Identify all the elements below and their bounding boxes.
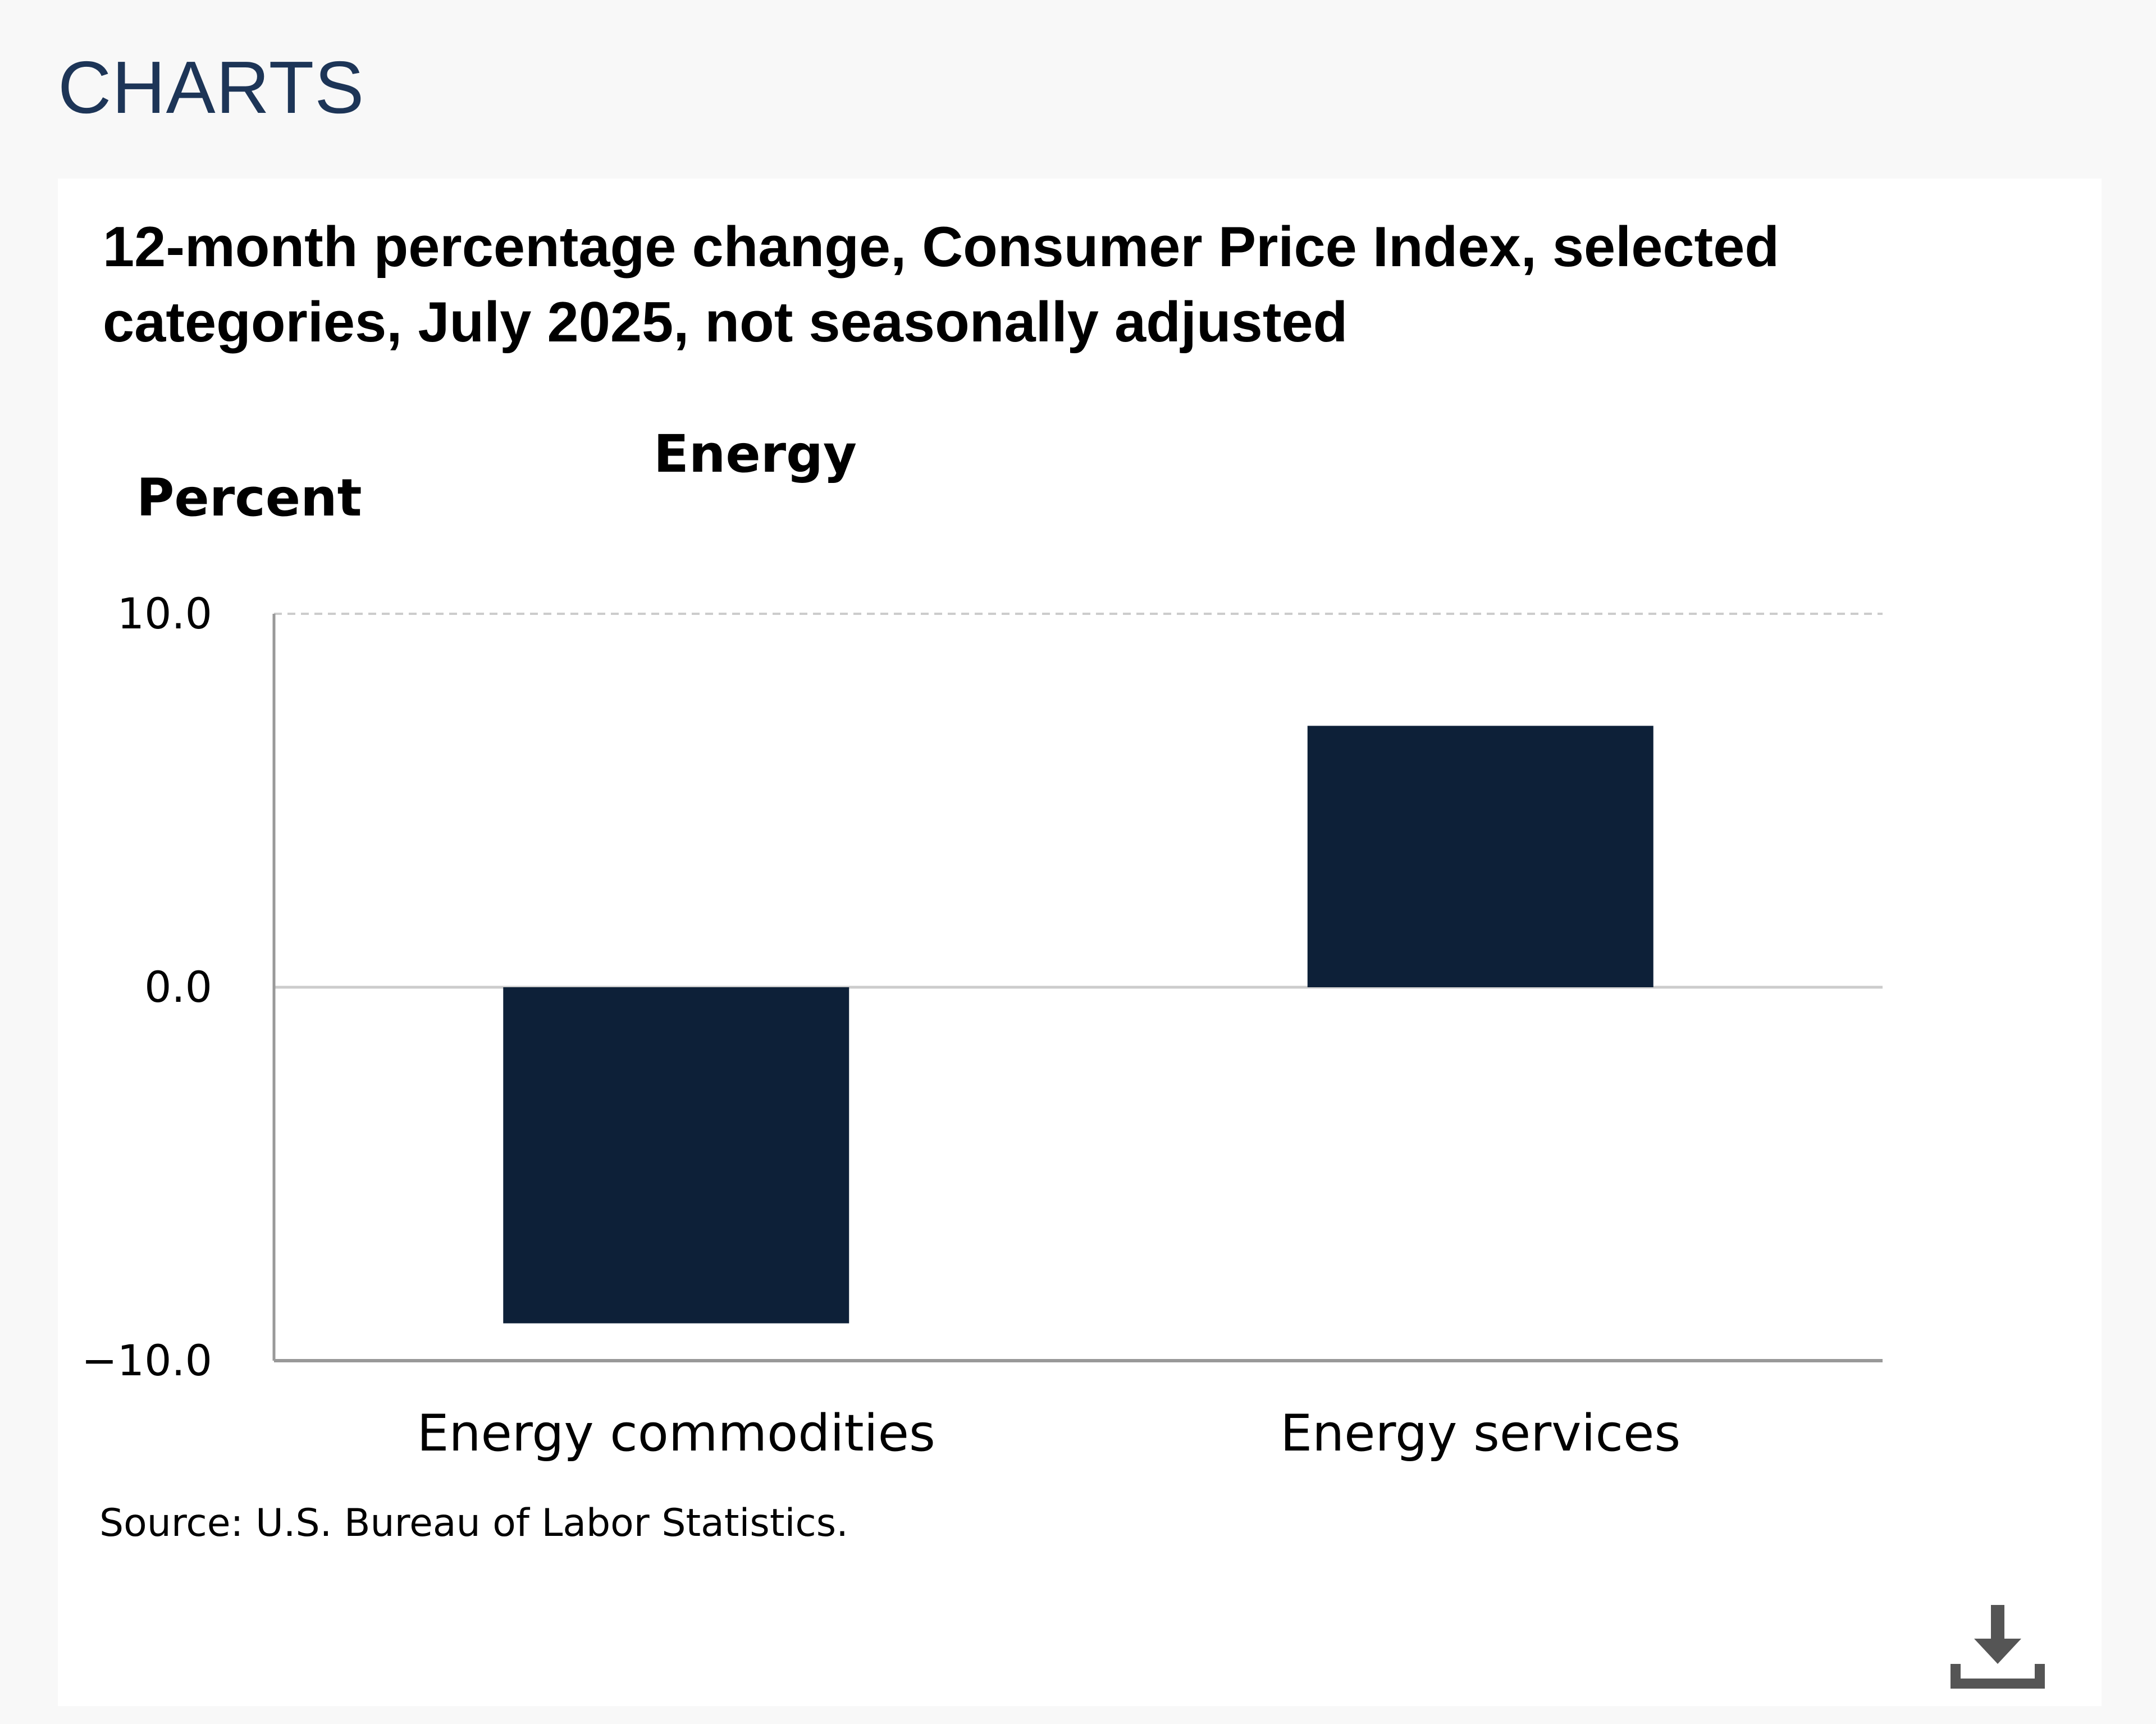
x-tick-label: Energy commodities — [417, 1404, 935, 1463]
y-axis-label: Percent — [136, 468, 362, 528]
bar-energy-services — [1307, 726, 1653, 987]
download-button[interactable] — [1947, 1594, 2048, 1695]
chart-subtitle: Energy — [654, 424, 857, 484]
download-icon — [1951, 1605, 2045, 1689]
bar-energy-commodities — [503, 987, 849, 1324]
section-title: CHARTS — [58, 46, 365, 129]
y-tick-label: 0.0 — [144, 962, 212, 1012]
y-tick-label: 10.0 — [117, 589, 212, 638]
chart-title: 12-month percentage change, Consumer Pri… — [103, 216, 1780, 354]
y-tick-label: −10.0 — [81, 1335, 212, 1385]
source-note: Source: U.S. Bureau of Labor Statistics. — [99, 1501, 848, 1545]
bar-chart: Energy Percent 10.0 0.0 −10.0 Energy commod… — [81, 424, 1883, 1463]
chart-card: 12-month percentage change, Consumer Pri… — [58, 179, 2102, 1706]
x-tick-label: Energy services — [1280, 1404, 1680, 1463]
